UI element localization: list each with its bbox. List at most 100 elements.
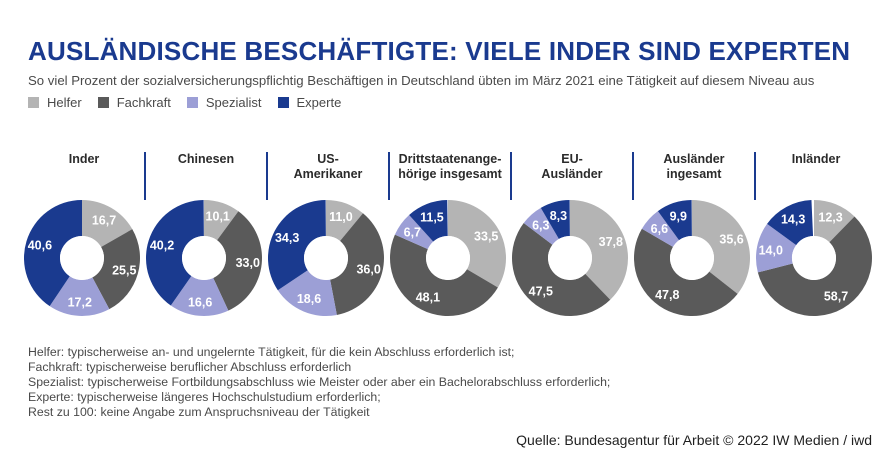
- footnote-fachkraft: Fachkraft: typischerweise beruflicher Ab…: [28, 360, 352, 374]
- donut-drittstaatenange-hörige-insgesamt: 33,5 48,1 6,711,5: [390, 200, 506, 316]
- slice-us-amerikaner-fachkraft: [330, 213, 384, 315]
- value-label-drittstaatenange-hörige-insgesamt-experte: 11,5: [420, 211, 444, 225]
- value-label-us-amerikaner-helfer: 11,0: [329, 210, 353, 224]
- value-label-us-amerikaner-experte: 34,3: [275, 231, 299, 245]
- legend: Helfer Fachkraft Spezialist Experte: [28, 95, 357, 110]
- slice-eu-ausländer-helfer: [570, 200, 628, 300]
- donut-hole: [426, 236, 470, 280]
- value-label-drittstaatenange-hörige-insgesamt-fachkraft: 48,1: [416, 291, 440, 305]
- value-label-eu-ausländer-experte: 8,3: [550, 209, 567, 223]
- legend-swatch-experte: [277, 97, 289, 108]
- group-label-inländer: Inländer: [791, 152, 841, 166]
- slice-ausländer-ingesamt-spezialist: [641, 211, 680, 247]
- legend-swatch-helfer: [28, 97, 39, 108]
- slice-eu-ausländer-spezialist: [523, 207, 559, 245]
- slice-chinesen-experte: [145, 200, 204, 306]
- legend-item-experte: Experte: [277, 95, 342, 110]
- footnote-spezialist: Spezialist: typischerweise Fortbildungsa…: [28, 375, 611, 389]
- value-label-ausländer-ingesamt-helfer: 35,6: [719, 232, 743, 246]
- slice-ausländer-ingesamt-fachkraft: [634, 228, 738, 317]
- value-label-eu-ausländer-spezialist: 6,3: [532, 219, 549, 233]
- donut-hole: [548, 236, 592, 280]
- column-divider: [388, 152, 390, 200]
- slice-ausländer-ingesamt-helfer: [692, 200, 750, 294]
- footnote-rest: Rest zu 100: keine Angabe zum Anspruchsn…: [28, 405, 370, 419]
- donut-us-amerikaner: 11,0 36,0 18,6 34,3: [268, 200, 384, 316]
- slice-drittstaatenange-hörige-insgesamt-fachkraft: [390, 234, 498, 316]
- slice-inder-fachkraft: [92, 229, 140, 310]
- value-label-eu-ausländer-fachkraft: 47,5: [529, 284, 553, 298]
- donut-hole: [60, 236, 104, 280]
- group-label-inder: Inder: [68, 152, 100, 166]
- legend-swatch-spezialist: [186, 97, 198, 108]
- slice-eu-ausländer-fachkraft: [511, 223, 611, 316]
- value-label-chinesen-experte: 40,2: [150, 238, 174, 252]
- footnote-helfer: Helfer: typischerweise an- und ungelernt…: [28, 345, 515, 359]
- legend-swatch-fachkraft: [97, 97, 109, 108]
- value-label-ausländer-ingesamt-fachkraft: 47,8: [655, 288, 679, 302]
- slice-inländer-spezialist: [756, 223, 797, 273]
- donut-inländer: 12,3 58,7 14,0 14,3: [756, 200, 872, 316]
- value-label-us-amerikaner-fachkraft: 36,0: [356, 262, 380, 276]
- donut-chinesen: 10,1 33,0 16,6 40,2: [145, 200, 262, 316]
- value-label-drittstaatenange-hörige-insgesamt-spezialist: 6,7: [404, 226, 421, 240]
- donut-hole: [182, 236, 226, 280]
- slice-chinesen-spezialist: [170, 276, 229, 316]
- legend-item-helfer: Helfer: [28, 95, 82, 110]
- group-label-us-amerikaner: US- Amerikaner: [293, 152, 363, 181]
- slice-inländer-fachkraft: [757, 216, 872, 316]
- donut-inder: 16,7 25,5 17,2 40,6: [24, 200, 140, 316]
- column-divider: [754, 152, 756, 200]
- slice-us-amerikaner-experte: [268, 200, 326, 291]
- donut-hole: [670, 236, 714, 280]
- legend-label-helfer: Helfer: [47, 95, 82, 110]
- slice-chinesen-fachkraft: [213, 211, 262, 311]
- column-divider: [632, 152, 634, 200]
- slice-us-amerikaner-spezialist: [277, 270, 337, 316]
- value-label-inder-spezialist: 17,2: [68, 295, 92, 309]
- slice-drittstaatenange-hörige-insgesamt-spezialist: [394, 214, 434, 250]
- group-label-ausländer-ingesamt: Ausländer ingesamt: [663, 152, 725, 181]
- column-divider: [510, 152, 512, 200]
- value-label-inländer-spezialist: 14,0: [759, 243, 783, 257]
- value-label-eu-ausländer-helfer: 37,8: [599, 235, 623, 249]
- group-label-chinesen: Chinesen: [177, 152, 235, 166]
- value-label-chinesen-fachkraft: 33,0: [236, 256, 260, 270]
- value-label-drittstaatenange-hörige-insgesamt-helfer: 33,5: [474, 230, 498, 244]
- slice-chinesen-helfer: [204, 200, 239, 241]
- donut-hole: [304, 236, 348, 280]
- value-label-chinesen-helfer: 10,1: [206, 210, 230, 224]
- value-label-ausländer-ingesamt-spezialist: 6,6: [651, 222, 668, 236]
- value-label-inder-fachkraft: 25,5: [112, 264, 136, 278]
- legend-item-fachkraft: Fachkraft: [97, 95, 171, 110]
- slice-ausländer-ingesamt-experte: [657, 200, 692, 241]
- value-label-us-amerikaner-spezialist: 18,6: [297, 292, 321, 306]
- legend-label-spezialist: Spezialist: [205, 95, 262, 110]
- legend-label-fachkraft: Fachkraft: [116, 95, 171, 110]
- value-label-inder-experte: 40,6: [28, 239, 52, 253]
- chart-subtitle: So viel Prozent der sozialversicherungsp…: [28, 73, 815, 88]
- donut-hole: [792, 236, 836, 280]
- column-divider: [266, 152, 268, 200]
- slice-inländer-experte: [767, 200, 814, 246]
- value-label-ausländer-ingesamt-experte: 9,9: [670, 210, 687, 224]
- value-label-inländer-helfer: 12,3: [818, 211, 842, 225]
- slice-drittstaatenange-hörige-insgesamt-experte: [409, 200, 448, 242]
- value-label-inländer-experte: 14,3: [781, 213, 805, 227]
- slice-us-amerikaner-helfer: [326, 200, 363, 242]
- donut-ausländer-ingesamt: 35,6 47,8 6,69,9: [634, 200, 750, 317]
- source-credit: Quelle: Bundesagentur für Arbeit © 2022 …: [516, 432, 872, 448]
- column-divider: [144, 152, 146, 200]
- legend-item-spezialist: Spezialist: [186, 95, 262, 110]
- group-label-eu-ausländer: EU- Ausländer: [541, 152, 603, 181]
- donut-eu-ausländer: 37,8 47,5 6,38,3: [511, 200, 628, 316]
- slice-eu-ausländer-experte: [540, 200, 570, 239]
- slice-inder-experte: [24, 200, 82, 307]
- footnotes: Helfer: typischerweise an- und ungelernt…: [28, 345, 610, 420]
- legend-label-experte: Experte: [296, 95, 342, 110]
- footnote-experte: Experte: typischerweise längeres Hochsch…: [28, 390, 381, 404]
- value-label-chinesen-spezialist: 16,6: [188, 295, 212, 309]
- slice-inländer-helfer: [814, 200, 855, 243]
- group-label-drittstaatenange-hörige-insgesamt: Drittstaatenange-hörige insgesamt: [398, 152, 502, 181]
- slice-inder-spezialist: [49, 276, 110, 316]
